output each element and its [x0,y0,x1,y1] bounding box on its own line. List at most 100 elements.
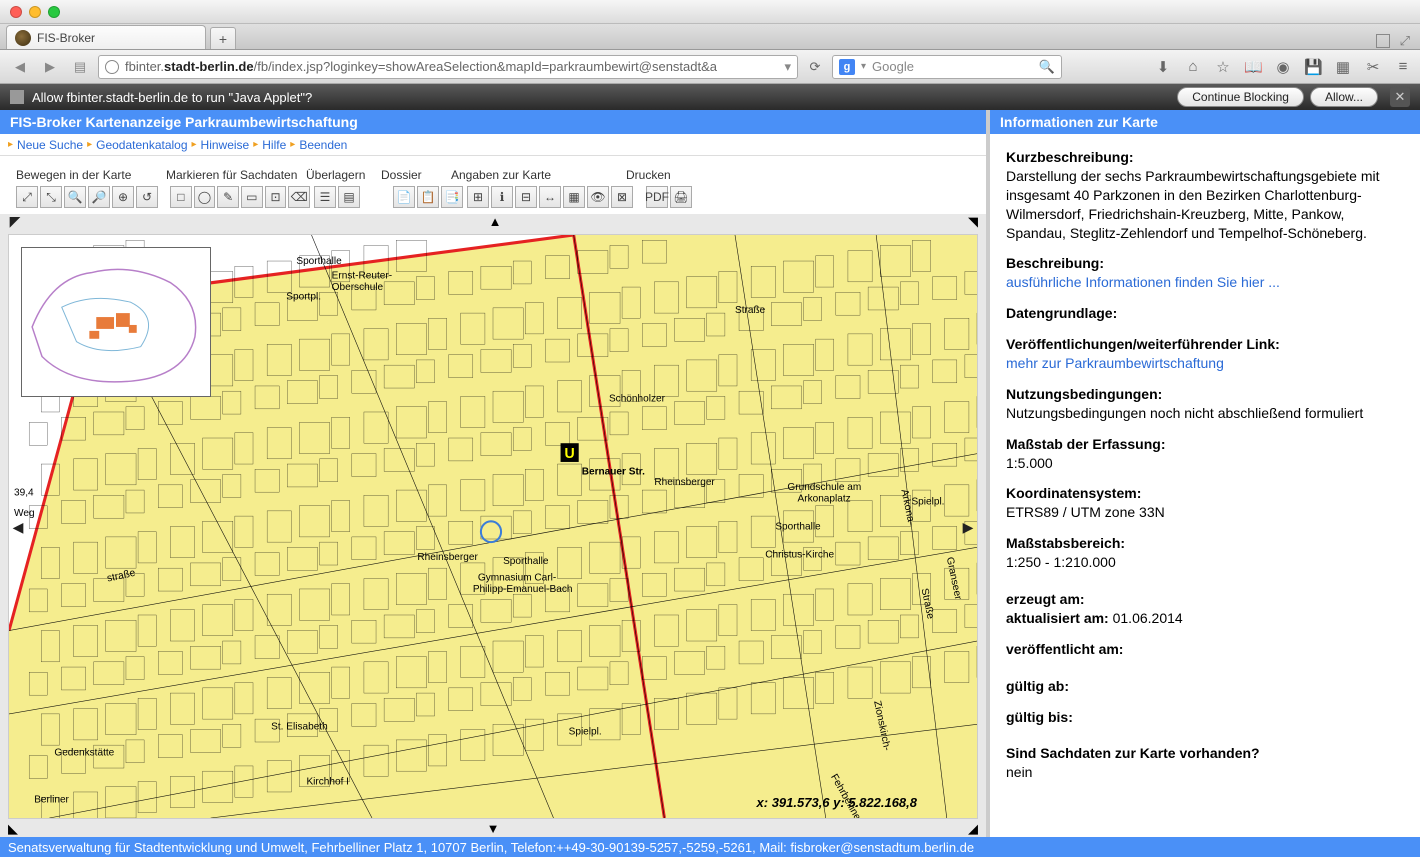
pan-west-icon[interactable]: ◀ [11,520,25,534]
toolbar-button[interactable]: 🔍 [64,186,86,208]
heading-kurzbeschreibung: Kurzbeschreibung: [1006,148,1404,167]
heading-veroeffentlicht: veröffentlicht am: [1006,640,1404,659]
pan-nw-icon[interactable]: ◤ [8,214,22,228]
dropdown-icon[interactable]: ▾ [861,61,866,72]
nav-link-hilfe[interactable]: Hilfe [262,138,286,152]
toolbar-button[interactable]: ▭ [241,186,263,208]
feed-icon[interactable]: ◉ [1274,58,1292,76]
link-beschreibung[interactable]: ausführliche Informationen finden Sie hi… [1006,274,1280,290]
dismiss-bar-button[interactable]: ✕ [1390,87,1410,107]
browser-tab[interactable]: FIS-Broker [6,25,206,49]
toolbar-button[interactable]: ⊕ [112,186,134,208]
toolbar-button[interactable]: ⊡ [265,186,287,208]
url-text: fbinter.stadt-berlin.de/fb/index.jsp?log… [125,59,778,74]
google-icon: g [839,59,855,75]
save-icon[interactable]: 💾 [1304,58,1322,76]
nav-link-beenden[interactable]: Beenden [299,138,347,152]
home-icon[interactable]: ⌂ [1184,58,1202,76]
toolbar-button[interactable]: ℹ [491,186,513,208]
toolbar-button[interactable]: ⌫ [288,186,310,208]
nav-link-hinweise[interactable]: Hinweise [201,138,250,152]
toolbar-button[interactable]: ☰ [314,186,336,208]
svg-text:Berliner: Berliner [34,794,69,805]
svg-text:Kirchhof I: Kirchhof I [306,777,349,788]
clip-icon[interactable]: ✂ [1364,58,1382,76]
toolbar-button[interactable]: ⤢ [16,186,38,208]
toolbar-button[interactable]: ⊟ [515,186,537,208]
share-icon[interactable]: ▦ [1334,58,1352,76]
toolbar-button[interactable]: ▤ [338,186,360,208]
toolbar-button[interactable]: ✎ [217,186,239,208]
close-window-button[interactable] [10,6,22,18]
pan-east-icon[interactable]: ▶ [961,520,975,534]
heading-beschreibung: Beschreibung: [1006,254,1404,273]
toolbar-button[interactable]: ↺ [136,186,158,208]
toolbar-group-label: Markieren für Sachdaten [166,168,306,182]
svg-text:Arkonaplatz: Arkonaplatz [798,493,851,504]
nav-back-button[interactable]: ◀ [8,55,32,79]
sidebar-toggle-icon[interactable]: ▤ [68,55,92,79]
svg-text:Gedenkstätte: Gedenkstätte [54,747,114,758]
reload-button[interactable]: ⟳ [804,56,826,78]
pan-n-icon[interactable]: ▲ [22,214,968,230]
pan-se-icon[interactable]: ◢ [968,821,978,837]
continue-blocking-button[interactable]: Continue Blocking [1177,87,1304,107]
toolbar-button[interactable]: 🖨 [670,186,692,208]
svg-text:Christus-Kirche: Christus-Kirche [765,550,834,561]
pan-ne-icon[interactable]: ◥ [968,214,978,230]
allow-button[interactable]: Allow... [1310,87,1378,107]
map-viewport[interactable]: U Bernauer Str. Rheinsberger Rheinsberge… [8,234,978,819]
text-kurzbeschreibung: Darstellung der sechs Parkraumbewirtscha… [1006,167,1404,243]
plugin-block-bar: Allow fbinter.stadt-berlin.de to run "Ja… [0,84,1420,110]
minimize-window-button[interactable] [29,6,41,18]
zoom-window-button[interactable] [48,6,60,18]
tab-groups-icon[interactable] [1376,34,1390,48]
heading-gueltig-bis: gültig bis: [1006,708,1404,727]
map-header: FIS-Broker Kartenanzeige Parkraumbewirts… [0,110,986,134]
fullscreen-icon[interactable]: ⤢ [1400,33,1410,49]
menu-icon[interactable]: ≡ [1394,58,1412,76]
nav-link-neue-suche[interactable]: Neue Suche [17,138,83,152]
toolbar-button[interactable]: PDF [646,186,668,208]
url-input[interactable]: fbinter.stadt-berlin.de/fb/index.jsp?log… [98,55,798,79]
toolbar-button[interactable]: 👁 [587,186,609,208]
toolbar-button[interactable]: ⤡ [40,186,62,208]
reader-icon[interactable]: 📖 [1244,58,1262,76]
nav-link-geodatenkatalog[interactable]: Geodatenkatalog [96,138,187,152]
toolbar-button[interactable]: 🔎 [88,186,110,208]
downloads-icon[interactable]: ⬇ [1154,58,1172,76]
toolbar-button[interactable]: ◯ [194,186,216,208]
svg-text:Oberschule: Oberschule [332,282,384,293]
toolbar-button[interactable]: ▦ [563,186,585,208]
bookmark-icon[interactable]: ☆ [1214,58,1232,76]
label-aktualisiert: aktualisiert am: [1006,610,1109,626]
text-nutzungsbedingungen: Nutzungsbedingungen noch nicht abschließ… [1006,404,1404,423]
pan-sw-icon[interactable]: ◣ [8,821,18,837]
nav-forward-button[interactable]: ▶ [38,55,62,79]
overview-minimap[interactable] [21,247,211,397]
search-icon[interactable]: 🔍 [1039,59,1055,75]
window-titlebar [0,0,1420,24]
toolbar-button[interactable]: 📑 [441,186,463,208]
link-veroeffentlichungen[interactable]: mehr zur Parkraumbewirtschaftung [1006,355,1224,371]
heading-massstab: Maßstab der Erfassung: [1006,435,1404,454]
toolbar-button[interactable]: □ [170,186,192,208]
dropdown-icon[interactable]: ▾ [784,59,791,75]
globe-icon [105,60,119,74]
toolbar-button[interactable]: 📄 [393,186,415,208]
svg-text:Spielpl.: Spielpl. [911,497,944,508]
search-input[interactable]: g ▾ Google 🔍 [832,55,1062,79]
toolbar-group-label: Dossier [381,168,451,182]
favicon-icon [15,30,31,46]
new-tab-button[interactable]: + [210,27,236,49]
map-toolbar: Bewegen in der KarteMarkieren für Sachda… [0,156,986,214]
map-column: FIS-Broker Kartenanzeige Parkraumbewirts… [0,110,990,837]
heading-massstabsbereich: Maßstabsbereich: [1006,534,1404,553]
toolbar-button[interactable]: ⊠ [611,186,633,208]
toolbar-button[interactable]: ⊞ [467,186,489,208]
svg-text:Sporthalle: Sporthalle [775,521,821,532]
heading-koordinatensystem: Koordinatensystem: [1006,484,1404,503]
toolbar-button[interactable]: 📋 [417,186,439,208]
toolbar-button[interactable]: ↔ [539,186,561,208]
pan-s-icon[interactable]: ▼ [18,821,968,837]
